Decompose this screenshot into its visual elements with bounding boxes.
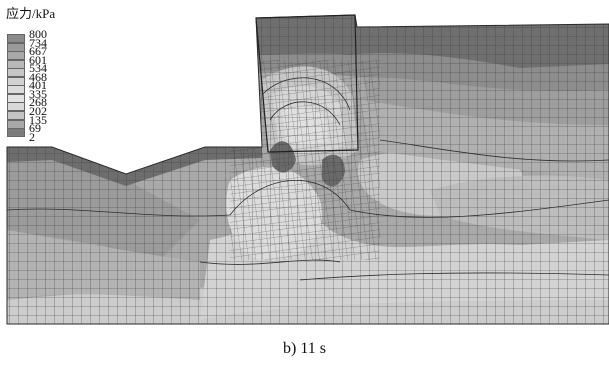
legend-level-label: 601 xyxy=(29,52,47,67)
legend-swatch xyxy=(7,85,25,95)
soil-body xyxy=(7,15,609,324)
legend-level-label: 69 xyxy=(29,121,41,136)
legend-level-label: 401 xyxy=(29,78,47,93)
legend-level-label: 734 xyxy=(29,35,47,50)
legend-level-label: 268 xyxy=(29,95,47,110)
legend-level-label: 135 xyxy=(29,112,47,127)
legend-swatch xyxy=(7,59,25,69)
legend-swatch xyxy=(7,34,25,43)
legend-level-label: 800 xyxy=(29,27,47,41)
legend-swatch xyxy=(7,119,25,129)
tilted-block-outline xyxy=(255,14,359,153)
legend-swatch xyxy=(7,102,25,112)
legend-level-label: 2 xyxy=(29,129,35,144)
legend-swatch xyxy=(7,93,25,103)
legend-level-label: 468 xyxy=(29,69,47,84)
legend-swatch xyxy=(7,68,25,78)
figure-caption: b) 11 s xyxy=(283,340,326,357)
legend-swatch xyxy=(7,42,25,52)
legend-level-label: 202 xyxy=(29,103,47,118)
legend-swatch xyxy=(7,76,25,86)
legend-level-label: 534 xyxy=(29,61,47,76)
legend-level-label: 667 xyxy=(29,44,47,59)
legend-level-label: 335 xyxy=(29,86,47,101)
legend-swatch xyxy=(7,51,25,61)
legend-title: 应力/kPa xyxy=(6,6,56,21)
legend-swatch xyxy=(7,110,25,120)
legend-swatch xyxy=(7,128,25,138)
